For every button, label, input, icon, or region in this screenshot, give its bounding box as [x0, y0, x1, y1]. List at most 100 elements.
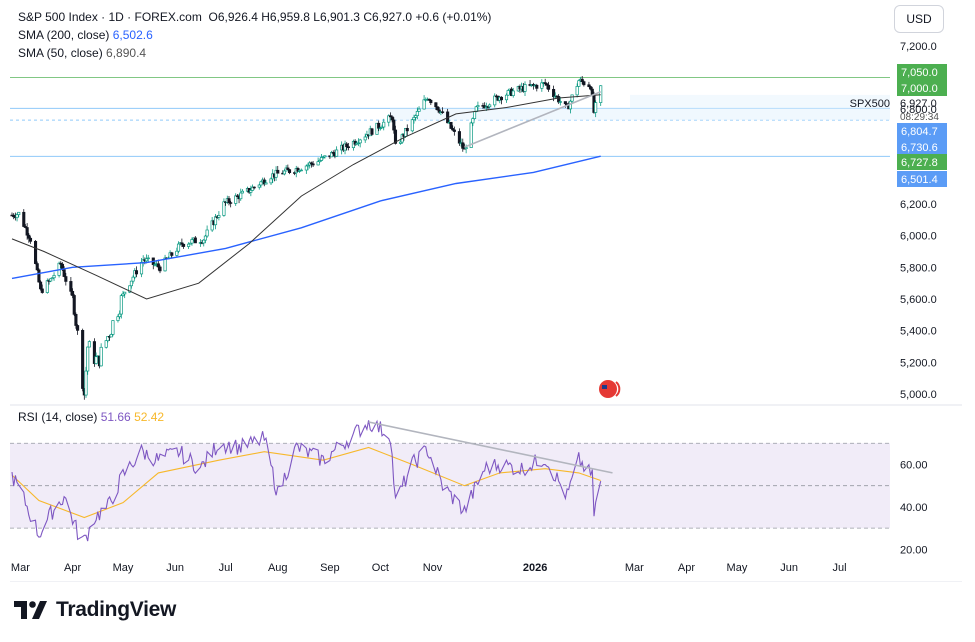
candle-body	[131, 276, 135, 282]
candle-body	[193, 237, 197, 244]
candle-body	[323, 155, 327, 158]
candle-body	[414, 115, 418, 118]
candle-body	[72, 295, 76, 315]
candle-body	[577, 80, 581, 87]
candle-body	[22, 211, 26, 227]
rsi-legend[interactable]: RSI (14, close) 51.66 52.42	[18, 410, 164, 424]
candle-body	[427, 98, 431, 101]
candle-body	[370, 128, 374, 135]
candle-body	[249, 189, 253, 193]
price-tag-label: 6,727.8	[901, 157, 938, 169]
candle-body	[499, 96, 504, 101]
price-tag-label: 6,501.4	[901, 174, 938, 186]
time-tick-label: 2026	[523, 562, 547, 574]
candle-body	[575, 86, 579, 96]
candle-body	[234, 195, 238, 204]
candle-body	[269, 178, 273, 184]
candle-body	[128, 285, 132, 293]
rsi-tick-label: 60.00	[900, 459, 928, 471]
symbol-row[interactable]: S&P 500 Index · 1D · FOREX.com O6,926.4 …	[18, 8, 491, 26]
candle-body	[435, 106, 440, 111]
candle-body	[170, 252, 174, 256]
candle-body	[84, 370, 88, 396]
time-tick-label: Jun	[780, 562, 798, 574]
candle-body	[377, 122, 381, 129]
candle-body	[227, 198, 231, 203]
candle-body	[356, 142, 361, 145]
candle-body	[190, 239, 194, 244]
candle-body	[545, 83, 549, 86]
candle-body	[563, 101, 567, 105]
candle-body	[129, 280, 133, 287]
support-zone	[630, 94, 890, 109]
sma200-row[interactable]: SMA (200, close) 6,502.6	[18, 26, 491, 44]
candle-body	[25, 227, 29, 236]
candle-body	[587, 84, 591, 87]
sma50-row[interactable]: SMA (50, close) 6,890.4	[18, 44, 491, 62]
candle-body	[40, 288, 44, 293]
sma200-value: 6,502.6	[112, 28, 153, 42]
time-tick-label: Jul	[833, 562, 847, 574]
chart-frame[interactable]: 7,200.0 7,000.0 6,800.0 6,200.0 6,000.0 5,800…	[10, 0, 962, 583]
price-tick-label: 5,400.0	[900, 326, 937, 338]
candle-body	[286, 167, 290, 170]
rsi-ma-value: 52.42	[134, 410, 165, 424]
candle-body	[257, 184, 261, 188]
candle-body	[123, 291, 127, 295]
candle-body	[92, 341, 96, 364]
price-chart[interactable]: 7,200.0 7,000.0 6,800.0 6,200.0 6,000.0 5,800…	[10, 0, 962, 583]
time-tick-label: May	[727, 562, 748, 574]
candle-body	[552, 88, 556, 98]
candle-body	[547, 84, 551, 90]
candle-body	[557, 96, 561, 103]
candle-body	[363, 136, 367, 141]
candle-body	[346, 146, 350, 149]
candle-body	[417, 108, 421, 112]
candle-body	[182, 243, 186, 247]
candle-body	[264, 182, 268, 185]
brand-logo[interactable]: TradingView	[14, 598, 176, 622]
candle-body	[259, 181, 263, 186]
candle-body	[429, 99, 433, 104]
candle-body	[222, 201, 226, 216]
candle-body	[37, 269, 41, 283]
rsi-tick-label: 20.00	[900, 544, 928, 556]
candle-body	[12, 214, 16, 218]
candle-body	[71, 290, 75, 296]
candle-body	[375, 122, 379, 135]
candle-body	[393, 129, 398, 144]
price-tick-label: 7,200.0	[900, 41, 937, 53]
candle-body	[134, 270, 139, 275]
candle-body	[304, 165, 308, 171]
price-tag-label: 7,050.0	[901, 67, 938, 79]
candle-body	[449, 121, 453, 129]
price-tag-label: 6,804.7	[901, 126, 938, 138]
time-tick-label: May	[113, 562, 134, 574]
candle-body	[45, 280, 49, 293]
sma200-label: SMA (200, close)	[18, 28, 110, 42]
candle-body	[28, 237, 33, 242]
candle-body	[175, 250, 179, 256]
candle-body	[504, 94, 509, 101]
candle-body	[252, 186, 256, 189]
time-tick-label: Jun	[166, 562, 184, 574]
candle-body	[321, 156, 325, 159]
candle-body	[64, 276, 68, 282]
symbol-title[interactable]: S&P 500 Index · 1D · FOREX.com	[18, 10, 202, 24]
candle-body	[87, 341, 91, 348]
candle-body	[452, 129, 456, 132]
candle-body	[119, 295, 123, 315]
candle-body	[229, 202, 233, 204]
candle-body	[469, 122, 473, 148]
candle-body	[390, 116, 394, 121]
candle-body	[543, 82, 547, 85]
candle-body	[39, 281, 43, 290]
candle-body	[461, 142, 465, 149]
candle-body	[156, 263, 160, 268]
price-tag	[897, 139, 947, 155]
candle-body	[412, 116, 416, 121]
price-tag	[897, 123, 947, 139]
candle-body	[17, 211, 21, 215]
candle-body	[94, 356, 98, 364]
currency-button[interactable]: USD	[894, 5, 944, 33]
